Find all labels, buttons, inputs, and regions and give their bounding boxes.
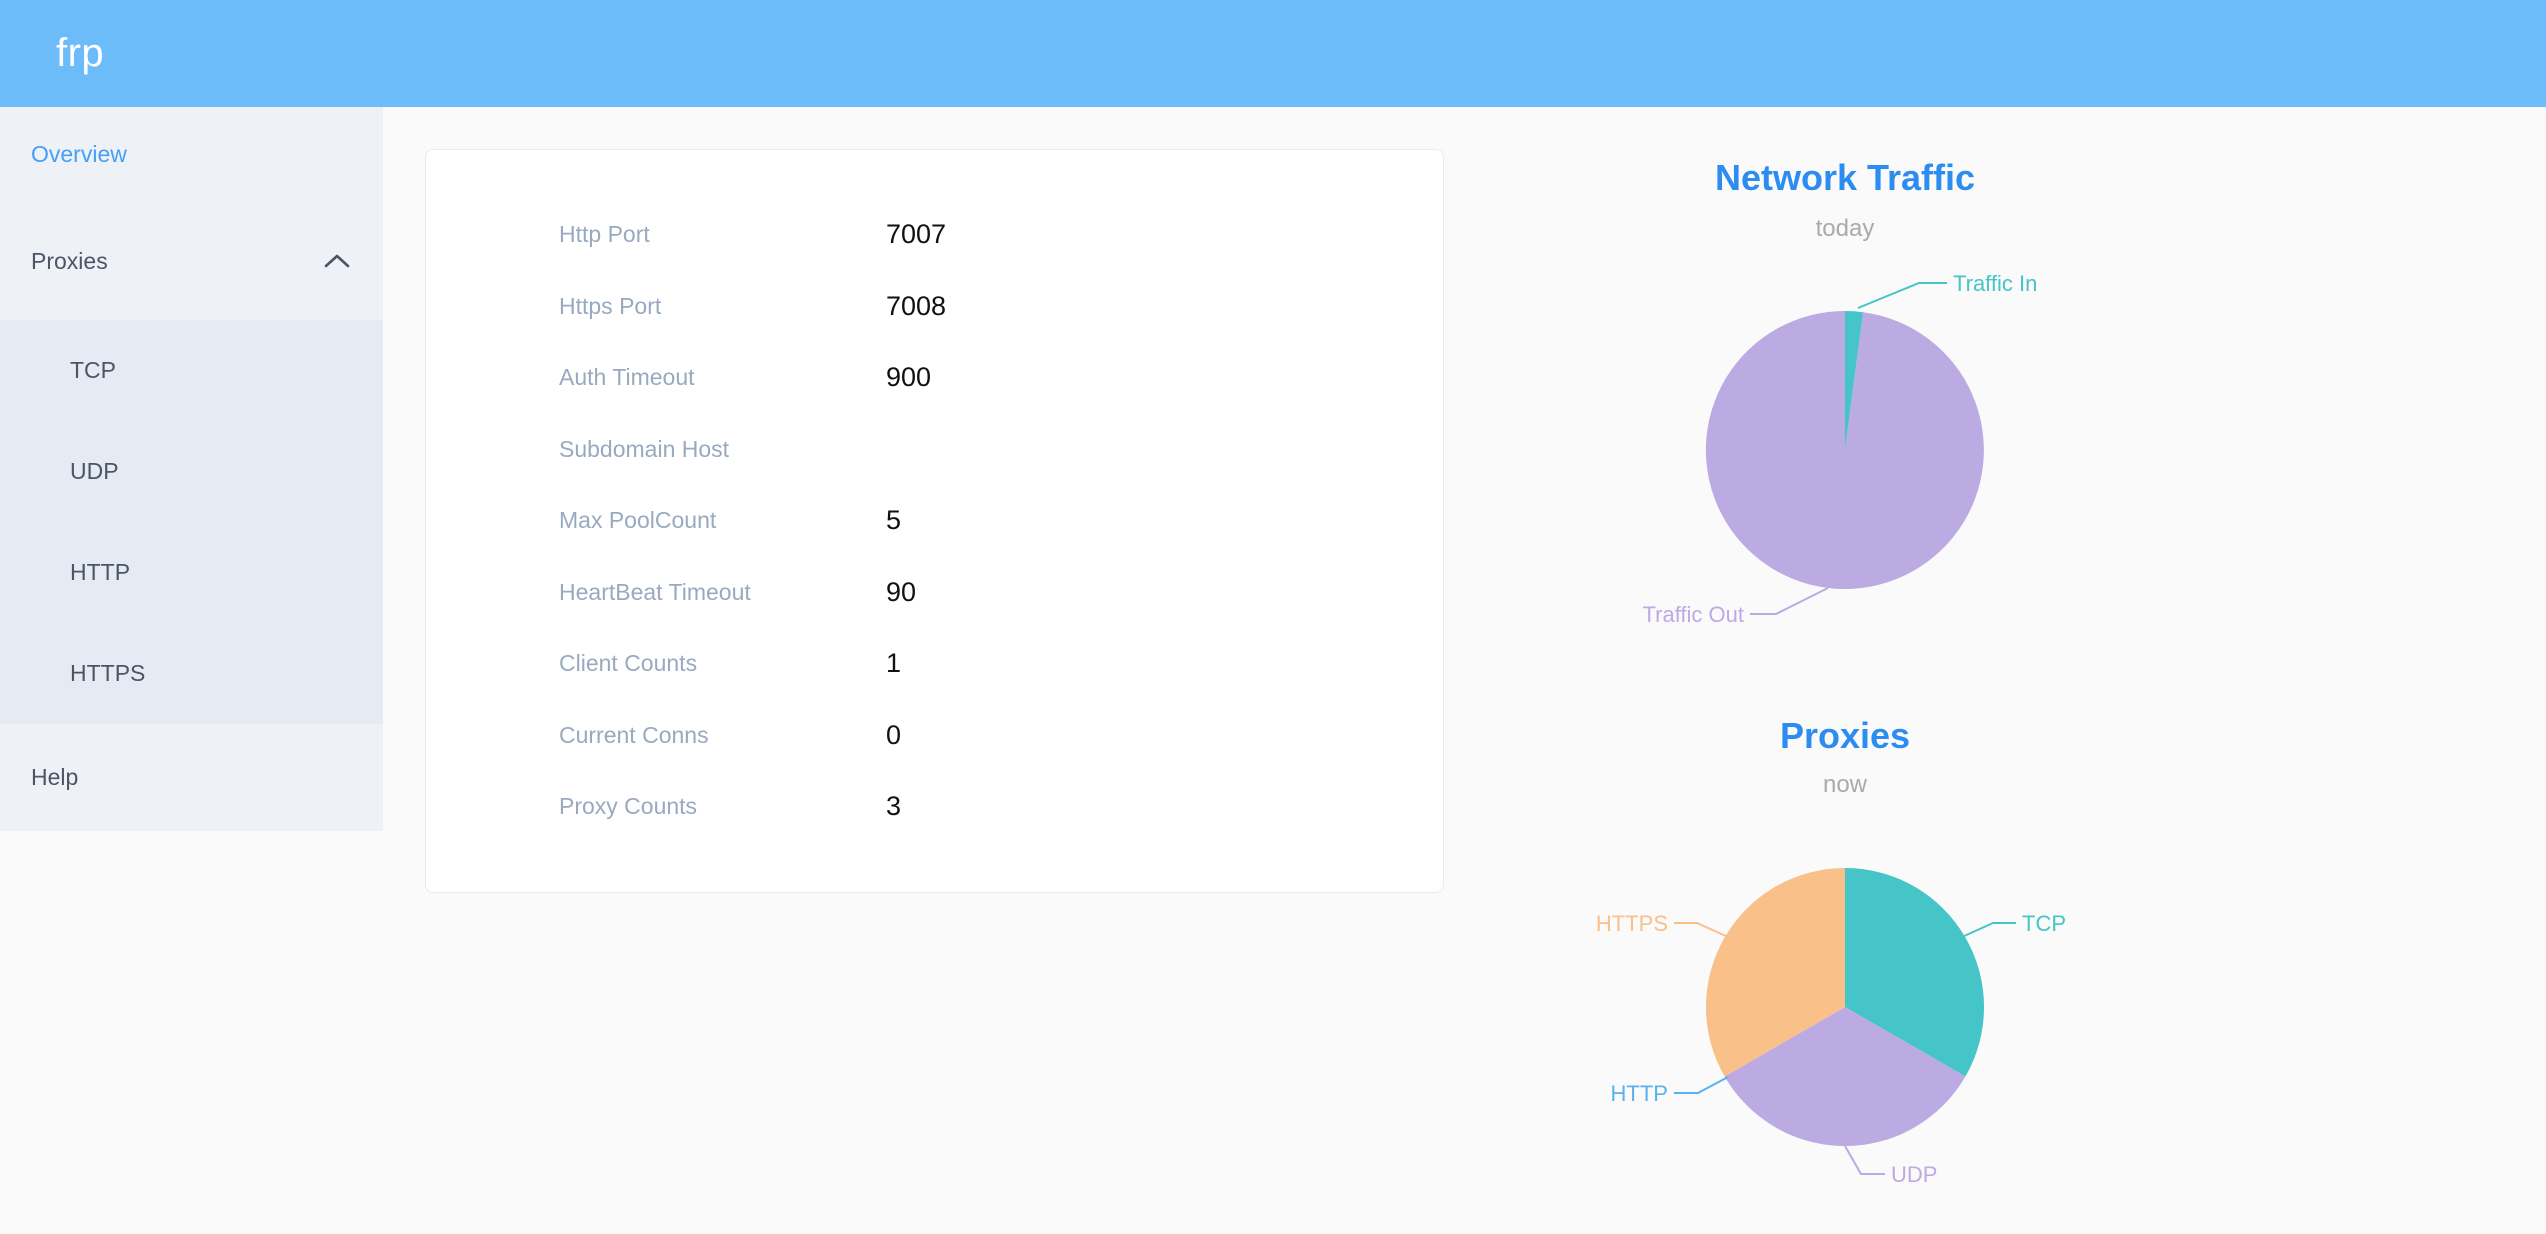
info-value: 1	[886, 648, 902, 679]
chart-network-traffic: Network Traffic today Traffic In Traffic…	[1643, 157, 2038, 627]
info-row-client-counts: Client Counts 1	[426, 628, 1443, 700]
pie-label-udp: UDP	[1891, 1162, 1937, 1187]
sidebar-item-https-label: HTTPS	[70, 660, 146, 686]
chart-subtitle: now	[1823, 771, 1868, 798]
info-row-subdomain-host: Subdomain Host	[426, 414, 1443, 486]
sidebar-item-overview-label: Overview	[31, 141, 127, 167]
pie-label-tcp: TCP	[2022, 911, 2066, 936]
chart-title: Proxies	[1780, 715, 1910, 756]
sidebar-item-http-label: HTTP	[70, 559, 131, 585]
info-row-auth-timeout: Auth Timeout 900	[426, 342, 1443, 414]
sidebar: Overview Proxies TCP UDP HTTP HT	[0, 107, 383, 1234]
sidebar-item-http[interactable]: HTTP	[0, 522, 383, 623]
info-value: 90	[886, 576, 917, 607]
sidebar-item-udp[interactable]: UDP	[0, 421, 383, 522]
info-value: 3	[886, 791, 902, 822]
info-value: 5	[886, 505, 902, 536]
pie-slice-traffic-out[interactable]	[1705, 310, 1984, 589]
main-content: Http Port 7007 Https Port 7008 Auth Time…	[383, 107, 2546, 1234]
pie-leader-https	[1674, 922, 1729, 938]
sidebar-item-overview[interactable]: Overview	[0, 107, 383, 202]
info-value: 900	[886, 362, 932, 393]
pie-slice-traffic-in[interactable]	[1845, 311, 1864, 450]
info-label: Https Port	[559, 292, 662, 319]
chart-proxies: Proxies now TCP HTTPS HTTP UDP	[1596, 715, 2066, 1187]
pie-leader-tcp	[1961, 922, 2016, 938]
info-row-http-port: Http Port 7007	[426, 199, 1443, 271]
pie-slice-tcp[interactable]	[1845, 868, 1985, 1077]
sidebar-item-https[interactable]: HTTPS	[0, 623, 383, 724]
pie-leader-traffic-in	[1857, 282, 1947, 309]
chart-subtitle: today	[1816, 215, 1875, 242]
info-row-current-conns: Current Conns 0	[426, 700, 1443, 772]
sidebar-menu: Overview Proxies TCP UDP HTTP HT	[0, 107, 383, 831]
info-label: Max PoolCount	[559, 507, 717, 534]
sidebar-item-proxies[interactable]: Proxies	[0, 202, 383, 320]
info-value: 7008	[886, 290, 947, 321]
chart-title: Network Traffic	[1715, 157, 1975, 198]
app-logo: frp	[56, 31, 105, 75]
pie-label-https: HTTPS	[1596, 911, 1668, 936]
chevron-up-icon	[324, 254, 350, 268]
pie-label-http: HTTP	[1611, 1081, 1668, 1106]
pie-leader-http	[1674, 1076, 1729, 1094]
info-label: HeartBeat Timeout	[559, 578, 751, 605]
info-label: Subdomain Host	[559, 435, 730, 462]
info-label: Http Port	[559, 221, 650, 248]
pie-leader-udp	[1844, 1145, 1885, 1175]
sidebar-item-tcp-label: TCP	[70, 357, 116, 383]
info-label: Auth Timeout	[559, 364, 695, 391]
charts-column: Network Traffic today Traffic In Traffic…	[1495, 150, 2195, 1234]
sidebar-item-proxies-label: Proxies	[31, 247, 108, 274]
info-label: Client Counts	[559, 650, 698, 677]
sidebar-item-help[interactable]: Help	[0, 724, 383, 831]
pie-slice-udp[interactable]	[1724, 1007, 1966, 1147]
info-row-max-poolcount: Max PoolCount 5	[426, 485, 1443, 557]
info-value: 7007	[886, 219, 947, 250]
pie-leader-traffic-out	[1750, 587, 1829, 615]
sidebar-item-udp-label: UDP	[70, 458, 119, 484]
app-header: frp	[0, 0, 2546, 107]
info-row-heartbeat-timeout: HeartBeat Timeout 90	[426, 557, 1443, 629]
info-row-proxy-counts: Proxy Counts 3	[426, 771, 1443, 843]
sidebar-submenu-proxies: TCP UDP HTTP HTTPS	[0, 320, 383, 724]
info-value: 0	[886, 719, 902, 750]
info-row-https-port: Https Port 7008	[426, 271, 1443, 343]
pie-slice-https[interactable]	[1705, 868, 1845, 1077]
server-info-card: Http Port 7007 Https Port 7008 Auth Time…	[425, 149, 1444, 893]
info-label: Proxy Counts	[559, 793, 698, 820]
pie-label-traffic-in: Traffic In	[1953, 271, 2037, 296]
sidebar-item-tcp[interactable]: TCP	[0, 320, 383, 421]
info-label: Current Conns	[559, 721, 709, 748]
sidebar-item-help-label: Help	[31, 764, 79, 790]
pie-label-traffic-out: Traffic Out	[1643, 602, 1744, 627]
